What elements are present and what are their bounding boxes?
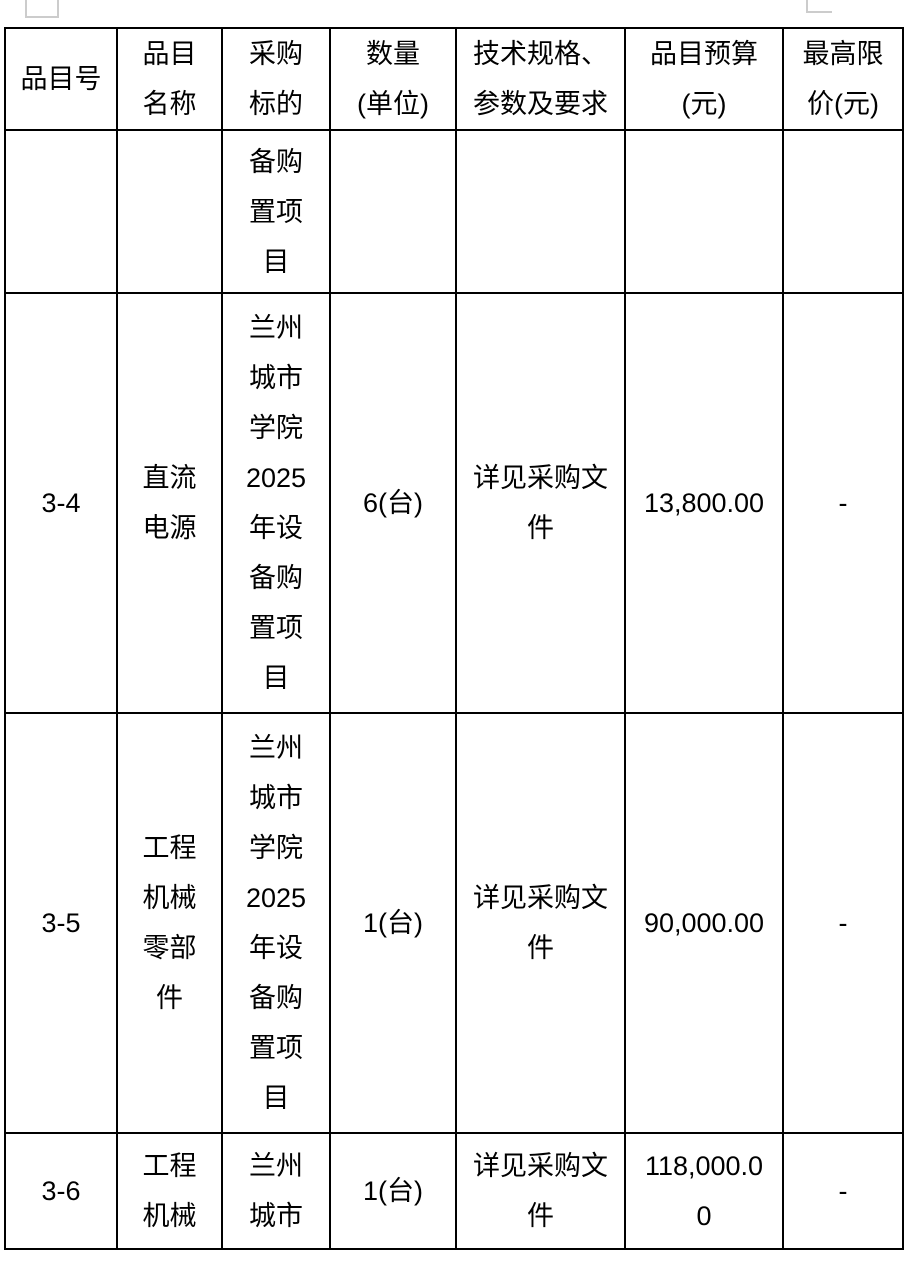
cell-tech-specs: 详见采购文 件	[455, 712, 626, 1134]
cell-max-price: -	[782, 1132, 904, 1250]
cell-procurement-target: 兰州 城市 学院 2025 年设 备购 置项 目	[221, 712, 331, 1134]
cell-quantity-unit	[329, 129, 457, 294]
previous-page-border-artifact-right	[806, 0, 832, 13]
cell-procurement-target: 兰州 城市	[221, 1132, 331, 1250]
cell-quantity-unit: 1(台)	[329, 712, 457, 1134]
cell-item-budget: 13,800.00	[624, 292, 784, 714]
cell-max-price: -	[782, 712, 904, 1134]
cell-item-no: 3-4	[4, 292, 118, 714]
header-tech-specs: 技术规格、 参数及要求	[455, 27, 626, 131]
header-item-name: 品目 名称	[116, 27, 223, 131]
cell-quantity-unit: 1(台)	[329, 1132, 457, 1250]
cell-max-price: -	[782, 292, 904, 714]
cell-max-price	[782, 129, 904, 294]
cell-tech-specs	[455, 129, 626, 294]
table-row-3-5: 3-5 工程 机械 零部 件 兰州 城市 学院 2025 年设 备购 置项 目 …	[4, 712, 904, 1134]
table-header-row: 品目号 品目 名称 采购 标的 数量 (单位) 技术规格、 参数及要求 品目预算…	[4, 27, 904, 131]
cell-tech-specs: 详见采购文 件	[455, 1132, 626, 1250]
table-row-continuation: 备购 置项 目	[4, 129, 904, 294]
header-quantity-unit: 数量 (单位)	[329, 27, 457, 131]
header-item-budget: 品目预算 (元)	[624, 27, 784, 131]
cell-item-budget: 90,000.00	[624, 712, 784, 1134]
cell-item-name: 工程 机械 零部 件	[116, 712, 223, 1134]
cell-procurement-target: 兰州 城市 学院 2025 年设 备购 置项 目	[221, 292, 331, 714]
cell-item-name: 工程 机械	[116, 1132, 223, 1250]
cell-item-name	[116, 129, 223, 294]
cell-item-no: 3-5	[4, 712, 118, 1134]
cell-tech-specs: 详见采购文 件	[455, 292, 626, 714]
header-max-price: 最高限 价(元)	[782, 27, 904, 131]
cell-item-budget	[624, 129, 784, 294]
cell-item-budget: 118,000.0 0	[624, 1132, 784, 1250]
header-item-no: 品目号	[4, 27, 118, 131]
previous-page-border-artifact-left	[25, 0, 59, 18]
table-row-3-6: 3-6 工程 机械 兰州 城市 1(台) 详见采购文 件 118,000.0 0…	[4, 1132, 904, 1250]
header-procurement-target: 采购 标的	[221, 27, 331, 131]
cell-quantity-unit: 6(台)	[329, 292, 457, 714]
cell-item-no	[4, 129, 118, 294]
cell-procurement-target: 备购 置项 目	[221, 129, 331, 294]
cell-item-no: 3-6	[4, 1132, 118, 1250]
procurement-items-table: 品目号 品目 名称 采购 标的 数量 (单位) 技术规格、 参数及要求 品目预算…	[4, 27, 904, 1250]
cell-item-name: 直流 电源	[116, 292, 223, 714]
table-row-3-4: 3-4 直流 电源 兰州 城市 学院 2025 年设 备购 置项 目 6(台) …	[4, 292, 904, 714]
